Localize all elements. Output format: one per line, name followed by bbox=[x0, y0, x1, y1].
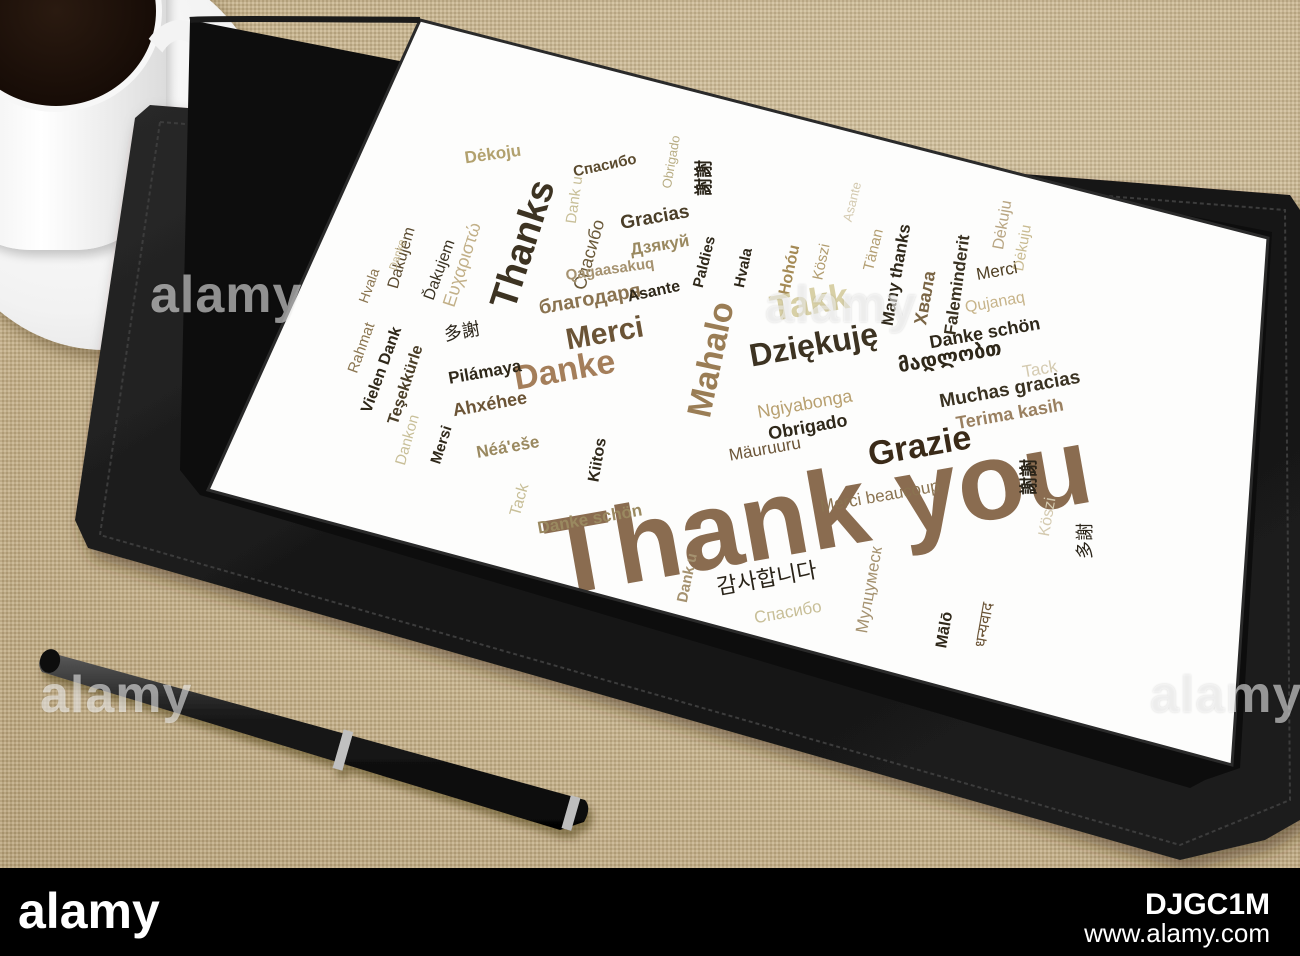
cloud-word-59: 多謝 bbox=[1075, 523, 1095, 559]
watermark-bottom-right: alamy bbox=[1150, 666, 1300, 724]
watermark-top-right: alamy bbox=[765, 276, 918, 334]
watermark-top-left: alamy bbox=[150, 266, 303, 324]
stock-photo-footer bbox=[0, 868, 1300, 956]
cloud-word-64: Mālō bbox=[933, 610, 956, 649]
cloud-word-4: 謝謝 bbox=[693, 160, 714, 196]
cloud-word-58: Köszi bbox=[1036, 496, 1060, 537]
image-id: DJGC1M bbox=[1144, 888, 1270, 921]
cloud-word-1: Dank u bbox=[563, 175, 586, 224]
stylus-pen bbox=[39, 649, 589, 831]
site-url: www.alamy.com bbox=[1084, 918, 1270, 948]
svg-text:alamy: alamy bbox=[18, 884, 160, 939]
photo-scene: Dėkoju Dank u Спасибо Obrigado 謝謝 Thanks Спаси… bbox=[0, 0, 1300, 868]
screen-surface bbox=[208, 20, 1268, 765]
cloud-word-55: 謝謝 bbox=[1018, 459, 1039, 495]
watermark-bottom-left: alamy bbox=[40, 666, 193, 724]
alamy-logo: alamy bbox=[18, 884, 160, 939]
